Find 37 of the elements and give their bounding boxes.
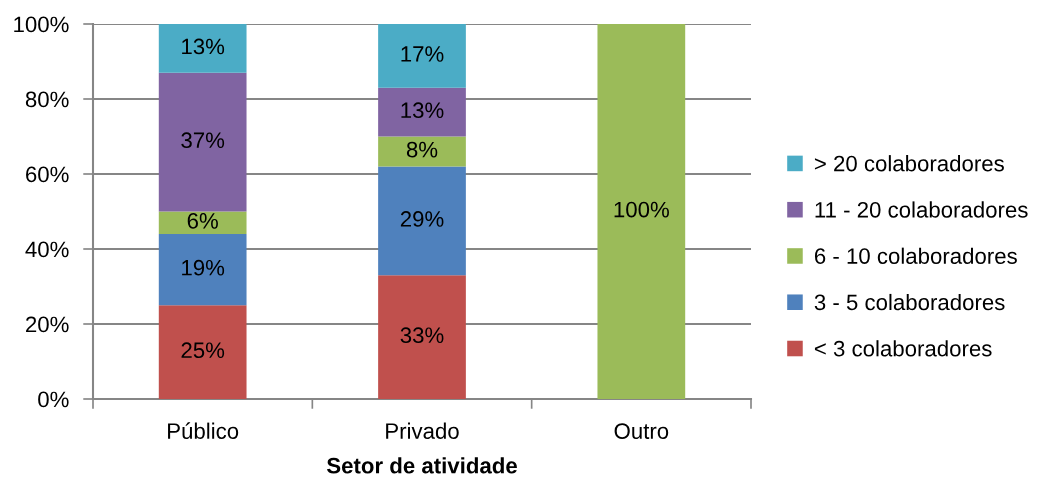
bar <box>378 166 466 276</box>
x-tick-label: Público <box>168 422 239 439</box>
data-label: 8% <box>406 141 438 158</box>
legend-label: 11 - 20 colaboradores <box>815 201 1028 218</box>
x-tick-label: Outro <box>614 423 669 439</box>
y-tick-label: 20% <box>26 316 69 333</box>
legend-label: < 3 colaboradores <box>814 340 992 357</box>
data-label: 33% <box>400 327 444 344</box>
bar <box>378 87 466 137</box>
legend-label: 3 - 5 colaboradores <box>814 293 1005 311</box>
y-tick-label: 40% <box>25 241 69 258</box>
bar <box>158 24 247 73</box>
x-tick-label: Privado <box>386 422 459 439</box>
bar <box>597 24 686 399</box>
bar <box>378 24 466 88</box>
data-label: 19% <box>182 259 225 276</box>
y-tick-label: 0% <box>38 391 69 408</box>
data-label: 17% <box>401 46 444 62</box>
data-label: 29% <box>400 211 444 227</box>
bar <box>158 305 247 399</box>
data-label: 37% <box>181 132 225 149</box>
bar <box>158 211 247 234</box>
y-tick-label: 100% <box>14 16 69 33</box>
data-label: 13% <box>182 38 225 55</box>
bar <box>378 136 466 167</box>
legend-label: 6 - 10 colaboradores <box>814 247 1017 264</box>
bar <box>158 72 247 212</box>
bar <box>378 275 466 399</box>
data-label: 25% <box>181 342 225 359</box>
x-axis-title: Setor de atividade <box>326 457 517 474</box>
bar <box>158 234 247 306</box>
y-tick-label: 80% <box>25 91 69 108</box>
y-tick-label: 60% <box>26 166 69 183</box>
legend-label: > 20 colaboradores <box>814 155 1004 172</box>
data-label: 6% <box>187 212 218 229</box>
data-label: 13% <box>401 102 444 119</box>
data-label: 100% <box>614 201 669 218</box>
